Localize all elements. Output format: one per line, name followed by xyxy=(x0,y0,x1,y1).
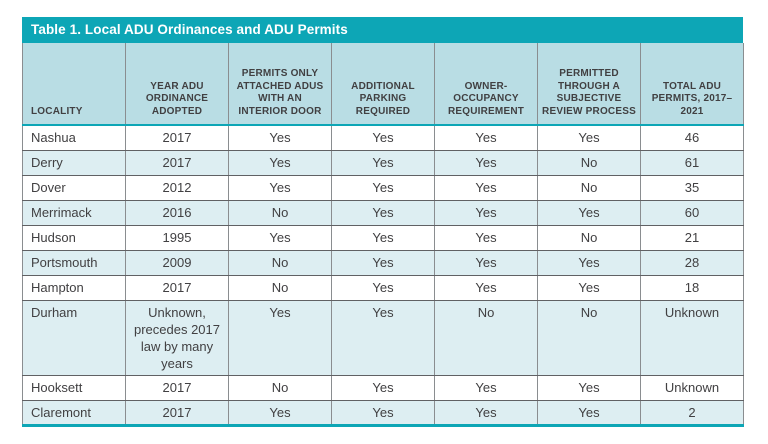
table-header: LOCALITY YEAR ADU ORDINANCE ADOPTED PERMIT… xyxy=(22,43,744,126)
cell-permits-only-attached: No xyxy=(228,199,332,226)
cell-permits-only-attached: Yes xyxy=(228,399,332,426)
adu-data-table: LOCALITY YEAR ADU ORDINANCE ADOPTED PERMIT… xyxy=(22,43,744,427)
cell-total-permits: 35 xyxy=(640,174,744,201)
cell-permits-only-attached: No xyxy=(228,274,332,301)
cell-owner-occupancy: No xyxy=(434,299,538,376)
cell-year-adopted: 2017 xyxy=(125,399,229,426)
cell-total-permits: Unknown xyxy=(640,374,744,401)
cell-year-adopted: 2017 xyxy=(125,124,229,151)
cell-subjective-review: Yes xyxy=(537,374,641,401)
cell-owner-occupancy: Yes xyxy=(434,399,538,426)
column-header-additional-parking: ADDITIONAL PARKING REQUIRED xyxy=(331,43,435,126)
table-row-hooksett: Hooksett 2017 No Yes Yes Yes Unknown xyxy=(22,374,744,401)
table-row-nashua: Nashua 2017 Yes Yes Yes Yes 46 xyxy=(22,124,744,151)
cell-owner-occupancy: Yes xyxy=(434,174,538,201)
cell-additional-parking: Yes xyxy=(331,224,435,251)
cell-permits-only-attached: Yes xyxy=(228,224,332,251)
cell-owner-occupancy: Yes xyxy=(434,274,538,301)
cell-subjective-review: No xyxy=(537,299,641,376)
cell-locality: Hampton xyxy=(22,274,126,301)
table-body: Nashua 2017 Yes Yes Yes Yes 46 Derry 2017 Yes Yes Y… xyxy=(22,124,744,426)
cell-year-adopted: 1995 xyxy=(125,224,229,251)
table-row-merrimack: Merrimack 2016 No Yes Yes Yes 60 xyxy=(22,199,744,226)
table-row-durham: Durham Unknown, precedes 2017 law by many… xyxy=(22,299,744,376)
cell-subjective-review: Yes xyxy=(537,199,641,226)
cell-permits-only-attached: Yes xyxy=(228,124,332,151)
cell-subjective-review: No xyxy=(537,149,641,176)
cell-subjective-review: No xyxy=(537,224,641,251)
cell-year-adopted: Unknown, precedes 2017 law by many years xyxy=(125,299,229,376)
cell-subjective-review: Yes xyxy=(537,399,641,426)
cell-total-permits: Unknown xyxy=(640,299,744,376)
cell-total-permits: 61 xyxy=(640,149,744,176)
table-row-dover: Dover 2012 Yes Yes Yes No 35 xyxy=(22,174,744,201)
cell-owner-occupancy: Yes xyxy=(434,199,538,226)
cell-locality: Nashua xyxy=(22,124,126,151)
cell-subjective-review: Yes xyxy=(537,249,641,276)
cell-owner-occupancy: Yes xyxy=(434,224,538,251)
column-header-permits-only-attached: PERMITS ONLY ATTACHED ADUs WITH AN INTER… xyxy=(228,43,332,126)
adu-table-card: Table 1. Local ADU Ordinances and ADU Pe… xyxy=(22,17,744,427)
cell-additional-parking: Yes xyxy=(331,149,435,176)
cell-locality: Hooksett xyxy=(22,374,126,401)
column-header-owner-occupancy: OWNER-OCCUPANCY REQUIREMENT xyxy=(434,43,538,126)
cell-total-permits: 46 xyxy=(640,124,744,151)
table-row-hampton: Hampton 2017 No Yes Yes Yes 18 xyxy=(22,274,744,301)
cell-permits-only-attached: No xyxy=(228,249,332,276)
table-title: Table 1. Local ADU Ordinances and ADU Pe… xyxy=(22,17,743,43)
column-header-year-adopted: YEAR ADU ORDINANCE ADOPTED xyxy=(125,43,229,126)
cell-subjective-review: No xyxy=(537,174,641,201)
cell-year-adopted: 2017 xyxy=(125,149,229,176)
cell-year-adopted: 2017 xyxy=(125,274,229,301)
cell-additional-parking: Yes xyxy=(331,299,435,376)
column-header-total-permits: TOTAL ADU PERMITS, 2017–2021 xyxy=(640,43,744,126)
column-header-locality: LOCALITY xyxy=(22,43,126,126)
cell-permits-only-attached: Yes xyxy=(228,149,332,176)
table-row-portsmouth: Portsmouth 2009 No Yes Yes Yes 28 xyxy=(22,249,744,276)
cell-permits-only-attached: No xyxy=(228,374,332,401)
cell-owner-occupancy: Yes xyxy=(434,374,538,401)
cell-additional-parking: Yes xyxy=(331,274,435,301)
cell-subjective-review: Yes xyxy=(537,124,641,151)
cell-year-adopted: 2009 xyxy=(125,249,229,276)
cell-locality: Merrimack xyxy=(22,199,126,226)
cell-locality: Portsmouth xyxy=(22,249,126,276)
cell-locality: Dover xyxy=(22,174,126,201)
cell-additional-parking: Yes xyxy=(331,199,435,226)
cell-total-permits: 2 xyxy=(640,399,744,426)
cell-locality: Durham xyxy=(22,299,126,376)
cell-additional-parking: Yes xyxy=(331,124,435,151)
cell-total-permits: 18 xyxy=(640,274,744,301)
cell-additional-parking: Yes xyxy=(331,399,435,426)
cell-additional-parking: Yes xyxy=(331,249,435,276)
cell-total-permits: 21 xyxy=(640,224,744,251)
column-header-subjective-review: PERMITTED THROUGH A SUBJECTIVE REVIEW PR… xyxy=(537,43,641,126)
header-row: LOCALITY YEAR ADU ORDINANCE ADOPTED PERMIT… xyxy=(22,43,744,126)
cell-year-adopted: 2017 xyxy=(125,374,229,401)
cell-total-permits: 60 xyxy=(640,199,744,226)
cell-locality: Hudson xyxy=(22,224,126,251)
cell-additional-parking: Yes xyxy=(331,174,435,201)
cell-owner-occupancy: Yes xyxy=(434,249,538,276)
cell-owner-occupancy: Yes xyxy=(434,124,538,151)
table-row-claremont: Claremont 2017 Yes Yes Yes Yes 2 xyxy=(22,399,744,426)
cell-year-adopted: 2012 xyxy=(125,174,229,201)
cell-subjective-review: Yes xyxy=(537,274,641,301)
cell-permits-only-attached: Yes xyxy=(228,174,332,201)
cell-additional-parking: Yes xyxy=(331,374,435,401)
table-row-derry: Derry 2017 Yes Yes Yes No 61 xyxy=(22,149,744,176)
cell-year-adopted: 2016 xyxy=(125,199,229,226)
table-row-hudson: Hudson 1995 Yes Yes Yes No 21 xyxy=(22,224,744,251)
cell-locality: Claremont xyxy=(22,399,126,426)
cell-permits-only-attached: Yes xyxy=(228,299,332,376)
cell-total-permits: 28 xyxy=(640,249,744,276)
cell-locality: Derry xyxy=(22,149,126,176)
cell-owner-occupancy: Yes xyxy=(434,149,538,176)
